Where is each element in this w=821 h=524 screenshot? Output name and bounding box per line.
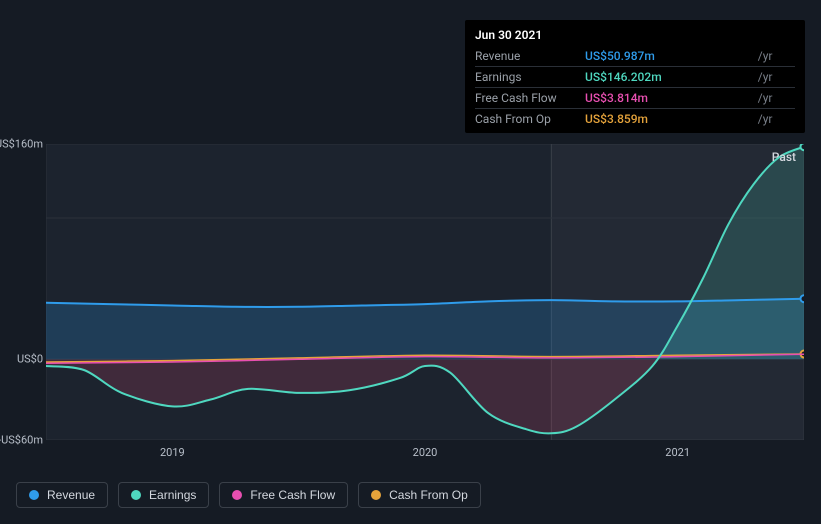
plot-area[interactable]: Past [46,144,804,440]
legend-swatch [29,490,39,500]
tooltip-row-label: Earnings [475,67,585,88]
legend-item-free-cash-flow[interactable]: Free Cash Flow [219,482,348,508]
past-label: Past [772,150,796,164]
legend-label: Cash From Op [389,488,468,502]
legend-swatch [232,490,242,500]
tooltip-row: RevenueUS$50.987m/yr [475,46,795,67]
tooltip-row-unit: /yr [754,46,795,67]
tooltip-row-value: US$50.987m [585,46,754,67]
tooltip-row-label: Revenue [475,46,585,67]
tooltip-row-value: US$146.202m [585,67,754,88]
chart-svg [46,144,804,440]
legend-item-cash-from-op[interactable]: Cash From Op [358,482,481,508]
x-axis-label: 2020 [413,446,438,459]
legend-swatch [131,490,141,500]
tooltip-row-value: US$3.814m [585,88,754,109]
y-axis-label: US$160m [0,138,43,151]
tooltip-date: Jun 30 2021 [475,26,795,44]
tooltip-table: RevenueUS$50.987m/yrEarningsUS$146.202m/… [475,46,795,129]
tooltip-row: EarningsUS$146.202m/yr [475,67,795,88]
legend-swatch [371,490,381,500]
tooltip-card: Jun 30 2021 RevenueUS$50.987m/yrEarnings… [465,20,805,133]
y-axis-label: -US$60m [0,434,43,447]
x-axis-label: 2021 [665,446,690,459]
tooltip-row: Free Cash FlowUS$3.814m/yr [475,88,795,109]
legend-item-earnings[interactable]: Earnings [118,482,209,508]
legend-item-revenue[interactable]: Revenue [16,482,108,508]
financials-chart: Past US$160mUS$0-US$60m 201920202021 [16,120,805,475]
legend-label: Revenue [47,488,95,502]
x-axis-label: 2019 [160,446,185,459]
tooltip-row-unit: /yr [754,88,795,109]
legend: Revenue Earnings Free Cash Flow Cash From O… [16,482,481,508]
tooltip-row-unit: /yr [754,67,795,88]
legend-label: Free Cash Flow [250,488,335,502]
y-axis-label: US$0 [0,353,43,366]
legend-label: Earnings [149,488,196,502]
tooltip-row-label: Free Cash Flow [475,88,585,109]
